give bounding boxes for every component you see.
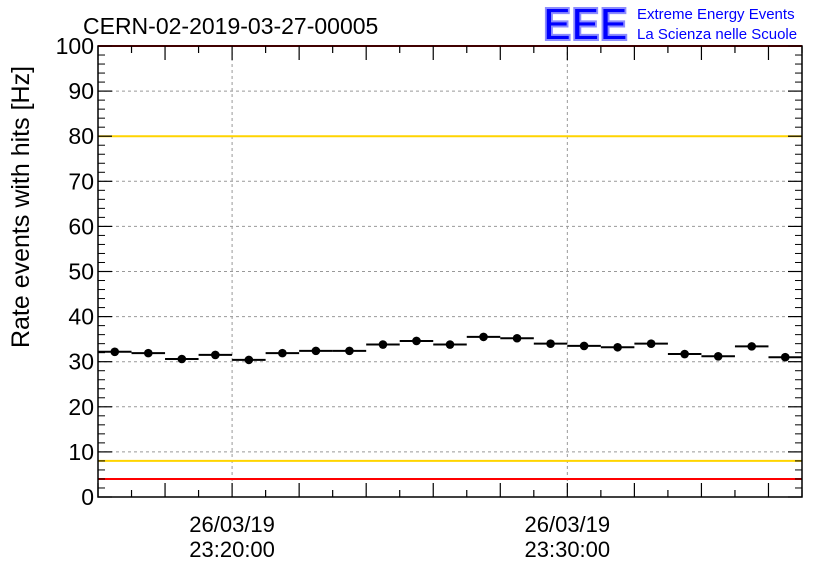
data-point xyxy=(412,336,421,346)
y-tick-label: 90 xyxy=(68,78,94,104)
axis-ticks xyxy=(97,45,803,498)
data-point xyxy=(479,332,488,342)
y-tick-label: 10 xyxy=(68,439,94,465)
y-tick-label: 0 xyxy=(81,484,94,510)
eee-logo-line2: La Scienza nelle Scuole xyxy=(637,26,797,43)
reference-lines xyxy=(98,45,802,480)
data-point xyxy=(579,341,589,351)
data-point xyxy=(211,350,220,360)
data-point xyxy=(445,340,455,349)
data-point xyxy=(143,348,153,358)
x-tick-label-time: 23:30:00 xyxy=(525,537,611,562)
y-tick-label: 100 xyxy=(56,33,94,59)
data-point xyxy=(311,346,321,356)
plot-frame xyxy=(97,45,803,498)
y-tick-label: 80 xyxy=(68,123,94,149)
data-point xyxy=(110,347,120,357)
eee-logo-mark: EEE xyxy=(543,0,628,50)
x-tick-label-date: 26/03/19 xyxy=(189,512,275,537)
y-tick-label: 60 xyxy=(68,213,94,239)
data-point xyxy=(780,352,790,362)
data-point xyxy=(747,342,757,351)
chart-title: CERN-02-2019-03-27-00005 xyxy=(83,13,378,39)
y-tick-label: 50 xyxy=(68,259,94,285)
data-point xyxy=(680,349,689,359)
grid-lines xyxy=(98,46,802,497)
data-point xyxy=(278,348,287,358)
eee-logo-line1: Extreme Energy Events xyxy=(637,6,795,23)
y-axis-label: Rate events with hits [Hz] xyxy=(7,66,35,348)
data-point xyxy=(177,354,187,364)
data-points xyxy=(98,332,802,365)
data-point xyxy=(613,342,622,352)
data-point xyxy=(546,339,555,348)
y-tick-label: 40 xyxy=(68,304,94,330)
y-tick-label: 70 xyxy=(68,168,94,194)
y-tick-label: 20 xyxy=(68,394,94,420)
x-tick-label-time: 23:20:00 xyxy=(189,537,275,562)
data-point xyxy=(378,340,388,349)
data-point xyxy=(646,339,656,348)
data-point xyxy=(345,346,354,356)
data-point xyxy=(713,351,723,361)
x-tick-label-date: 26/03/19 xyxy=(525,512,611,537)
y-tick-label: 30 xyxy=(68,349,94,375)
y-tick-labels: 0 10 20 30 40 50 60 70 80 90 100 xyxy=(56,33,94,510)
eee-logo: EEE Extreme Energy Events La Scienza nel… xyxy=(542,0,797,51)
data-point xyxy=(244,355,254,365)
data-point xyxy=(512,333,522,343)
